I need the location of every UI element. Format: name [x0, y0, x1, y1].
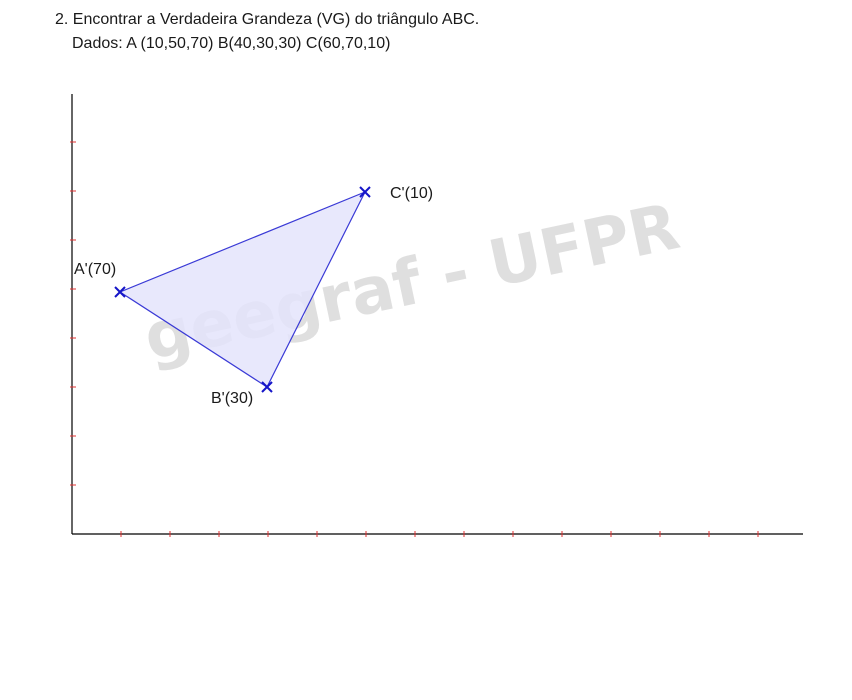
- point-b-label: B'(30): [211, 390, 253, 407]
- point-c-marker: [359, 186, 371, 198]
- problem-given-data: Dados: A (10,50,70) B(40,30,30) C(60,70,…: [72, 35, 391, 52]
- horizontal-axis-ticks: [120, 531, 759, 537]
- triangle-abc: [118, 190, 367, 388]
- point-a-label: A'(70): [74, 261, 116, 278]
- problem-text: 2. Encontrar a Verdadeira Grandeza (VG) …: [55, 8, 479, 56]
- point-b-marker: [261, 381, 273, 393]
- point-c-label: C'(10): [390, 185, 433, 202]
- problem-statement: 2. Encontrar a Verdadeira Grandeza (VG) …: [55, 11, 480, 28]
- point-a-marker: [114, 286, 126, 298]
- vertical-axis-ticks: [70, 141, 76, 486]
